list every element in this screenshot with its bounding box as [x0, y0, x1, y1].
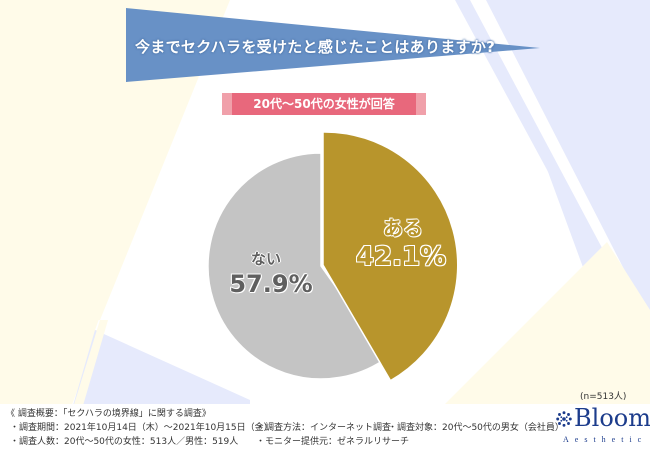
slice-label-yes: ある [383, 216, 423, 240]
respondent-subtitle: 20代～50代の女性が回答 [222, 93, 426, 115]
slice-label-no: ない [250, 250, 281, 268]
slice-value-no: 57.9% [229, 270, 313, 298]
bloom-aesthetic-logo: Bloom Aesthetic [553, 404, 650, 448]
survey-method: ・調査方法：インターネット調査 [256, 423, 392, 433]
survey-footer: 《 調査概要：「セクハラの境界線」に関する調査》 ・調査期間：2021年10月1… [0, 404, 650, 450]
slice-yes [322, 131, 459, 382]
brand-tagline: Aesthetic [563, 435, 648, 444]
survey-period: ・調査期間：2021年10月14日（木）～2021年10月15日（金） [10, 423, 273, 433]
title-banner [126, 8, 540, 82]
survey-respondents: ・調査人数：20代～50代の女性：513人／男性：519人 [10, 437, 239, 447]
survey-target: ・調査対象：20代～50代の男女（会社員） [388, 423, 564, 433]
slice-value-yes: 42.1% [355, 242, 447, 272]
flower-icon [556, 411, 572, 427]
survey-provider: ・モニター提供元：ゼネラルリサーチ [256, 437, 410, 447]
slice-no [207, 152, 388, 380]
survey-heading: 《 調査概要：「セクハラの境界線」に関する調査》 [6, 409, 211, 419]
brand-name: Bloom [574, 404, 650, 432]
chart-title: 今までセクハラを受けたと感じたことはありますか? [135, 38, 496, 56]
sample-size: (n=513人) [580, 392, 627, 402]
